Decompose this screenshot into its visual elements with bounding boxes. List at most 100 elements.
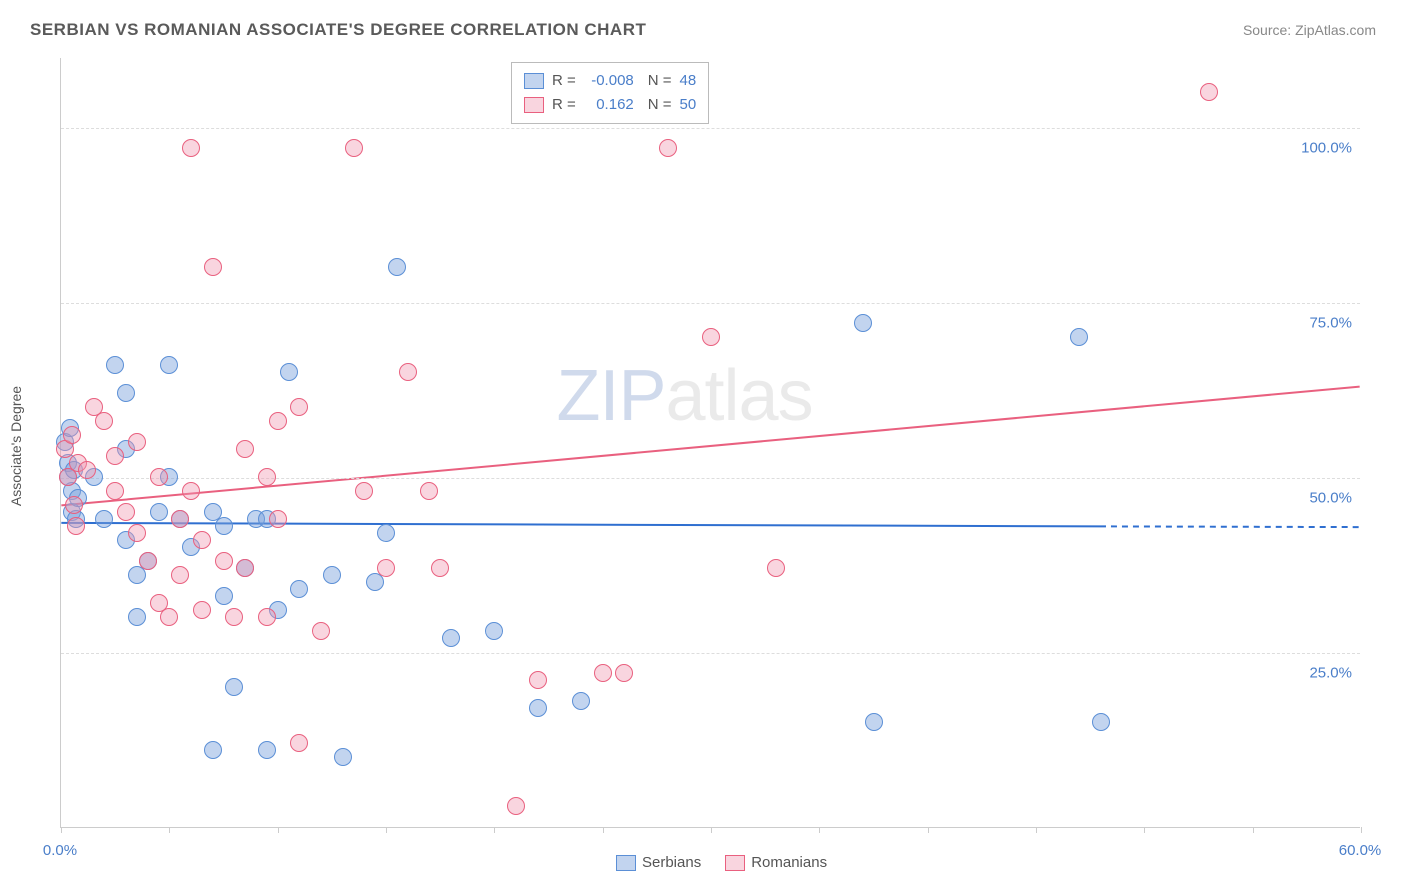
x-end-label: 60.0% — [1339, 842, 1382, 859]
data-point — [236, 559, 254, 577]
trend-line-ext — [1100, 526, 1360, 527]
data-point — [399, 363, 417, 381]
data-point — [117, 503, 135, 521]
data-point — [529, 671, 547, 689]
data-point — [65, 496, 83, 514]
data-point — [160, 356, 178, 374]
x-tick — [61, 827, 62, 833]
data-point — [312, 622, 330, 640]
source-prefix: Source: — [1243, 22, 1295, 38]
data-point — [323, 566, 341, 584]
data-point — [67, 517, 85, 535]
data-point — [377, 524, 395, 542]
data-point — [215, 587, 233, 605]
data-point — [1070, 328, 1088, 346]
data-point — [106, 482, 124, 500]
y-tick-label: 50.0% — [1309, 490, 1352, 507]
watermark-atlas: atlas — [665, 356, 812, 436]
data-point — [63, 426, 81, 444]
x-tick — [1036, 827, 1037, 833]
data-point — [431, 559, 449, 577]
trend-lines — [61, 58, 1360, 827]
n-label: N = — [648, 93, 672, 117]
data-point — [377, 559, 395, 577]
data-point — [225, 678, 243, 696]
chart-title: SERBIAN VS ROMANIAN ASSOCIATE'S DEGREE C… — [30, 20, 646, 40]
legend-series: Serbians Romanians — [616, 854, 827, 871]
gridline — [61, 303, 1360, 304]
data-point — [215, 552, 233, 570]
n-value: 48 — [680, 69, 697, 93]
data-point — [865, 713, 883, 731]
data-point — [355, 482, 373, 500]
data-point — [334, 748, 352, 766]
data-point — [269, 412, 287, 430]
x-start-label: 0.0% — [43, 842, 77, 859]
data-point — [442, 629, 460, 647]
x-tick — [711, 827, 712, 833]
data-point — [204, 258, 222, 276]
x-tick — [603, 827, 604, 833]
data-point — [215, 517, 233, 535]
legend-swatch — [725, 855, 745, 871]
data-point — [106, 447, 124, 465]
x-tick — [1253, 827, 1254, 833]
y-tick-label: 75.0% — [1309, 315, 1352, 332]
watermark-ip: IP — [599, 356, 665, 436]
data-point — [594, 664, 612, 682]
legend-swatch — [616, 855, 636, 871]
gridline — [61, 128, 1360, 129]
legend-stats-row: R = -0.008 N = 48 — [524, 69, 696, 93]
y-tick-label: 25.0% — [1309, 665, 1352, 682]
r-label: R = — [552, 93, 576, 117]
data-point — [572, 692, 590, 710]
data-point — [485, 622, 503, 640]
source-label: Source: ZipAtlas.com — [1243, 22, 1376, 38]
data-point — [290, 734, 308, 752]
data-point — [128, 524, 146, 542]
data-point — [290, 580, 308, 598]
gridline — [61, 653, 1360, 654]
legend-stats-row: R =0.162N =50 — [524, 93, 696, 117]
data-point — [388, 258, 406, 276]
data-point — [193, 601, 211, 619]
data-point — [345, 139, 363, 157]
x-tick — [928, 827, 929, 833]
data-point — [78, 461, 96, 479]
x-tick — [278, 827, 279, 833]
r-label: R = — [552, 69, 576, 93]
legend-swatch — [524, 97, 544, 113]
x-tick — [169, 827, 170, 833]
x-tick — [819, 827, 820, 833]
data-point — [171, 566, 189, 584]
legend-swatch — [524, 73, 544, 89]
x-tick — [386, 827, 387, 833]
data-point — [702, 328, 720, 346]
data-point — [160, 608, 178, 626]
y-tick-label: 100.0% — [1301, 140, 1352, 157]
data-point — [280, 363, 298, 381]
data-point — [258, 741, 276, 759]
y-axis-label: Associate's Degree — [8, 386, 24, 506]
data-point — [204, 741, 222, 759]
x-tick — [1361, 827, 1362, 833]
data-point — [150, 503, 168, 521]
data-point — [225, 608, 243, 626]
legend-series-label: Serbians — [642, 854, 701, 871]
source-name: ZipAtlas.com — [1295, 22, 1376, 38]
data-point — [854, 314, 872, 332]
data-point — [95, 510, 113, 528]
data-point — [258, 468, 276, 486]
legend-stats: R =-0.008N =48R =0.162N =50 — [511, 62, 709, 124]
watermark: ZIPatlas — [556, 355, 812, 437]
scatter-chart: ZIPatlas 25.0% 50.0% 75.0% 100.0% R = -0.008 N… — [60, 58, 1360, 828]
n-label: N = — [648, 69, 672, 93]
data-point — [290, 398, 308, 416]
data-point — [767, 559, 785, 577]
data-point — [258, 608, 276, 626]
data-point — [236, 440, 254, 458]
r-value: -0.008 — [584, 69, 634, 93]
n-value: 50 — [680, 93, 697, 117]
watermark-z: Z — [556, 356, 599, 436]
legend-series-item: Romanians — [725, 854, 827, 871]
